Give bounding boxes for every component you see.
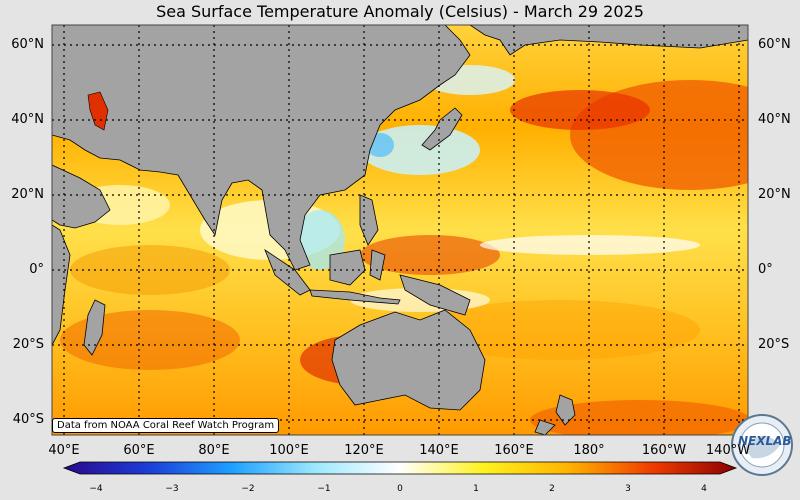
colorbar-tick-0: 0 [397, 484, 403, 494]
lon-label-180: 180° [573, 443, 605, 458]
lat-label-20s-left: 20°S [12, 337, 44, 352]
colorbar-tick-4: 4 [701, 484, 707, 494]
lon-label-60e: 60°E [123, 443, 155, 458]
colorbar-tick-neg1: −1 [317, 484, 331, 494]
lat-label-20n-right: 20°N [758, 187, 791, 202]
colorbar-tick-2: 2 [549, 484, 555, 494]
lat-label-0-left: 0° [29, 262, 44, 277]
graticule [52, 25, 748, 435]
lat-label-60n-left: 60°N [11, 37, 44, 52]
lon-label-120e: 120°E [344, 443, 384, 458]
lon-label-160e: 160°E [494, 443, 534, 458]
lon-label-160w: 160°W [641, 443, 687, 458]
nexlab-logo-text: NEXLAB [738, 434, 792, 448]
colorbar-tick-neg3: −3 [165, 484, 179, 494]
colorbar-tick-1: 1 [473, 484, 479, 494]
lat-label-60n-right: 60°N [758, 37, 791, 52]
colorbar [62, 461, 738, 475]
lon-label-40e: 40°E [48, 443, 80, 458]
lon-label-100e: 100°E [269, 443, 309, 458]
colorbar-tick-neg2: −2 [241, 484, 255, 494]
land-masses [52, 25, 748, 435]
lat-label-0-right: 0° [758, 262, 773, 277]
ocean-field [52, 25, 748, 435]
lon-label-140w: 140°W [705, 443, 751, 458]
lat-label-20s-right: 20°S [758, 337, 790, 352]
lon-label-80e: 80°E [198, 443, 230, 458]
lat-label-40n-right: 40°N [758, 112, 791, 127]
lat-label-40n-left: 40°N [11, 112, 44, 127]
nexlab-logo [731, 414, 793, 476]
data-credit: Data from NOAA Coral Reef Watch Program [52, 418, 280, 433]
map-frame [51, 24, 749, 436]
lat-label-40s-left: 40°S [12, 412, 44, 427]
colorbar-tick-3: 3 [625, 484, 631, 494]
lat-label-20n-left: 20°N [11, 187, 44, 202]
lon-label-140e: 140°E [419, 443, 459, 458]
colorbar-tick-neg4: −4 [89, 484, 103, 494]
map-title: Sea Surface Temperature Anomaly (Celsius… [156, 2, 644, 21]
